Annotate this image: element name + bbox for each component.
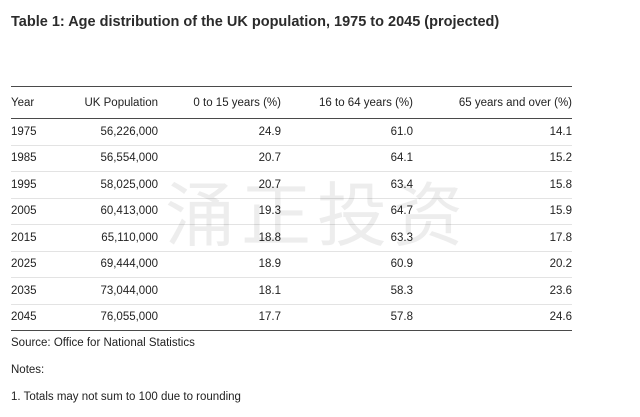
cell-65-plus: 17.8 <box>413 224 572 252</box>
cell-16-64: 61.0 <box>281 118 413 146</box>
cell-16-64: 63.3 <box>281 224 413 252</box>
table-row: 2005 60,413,000 19.3 64.7 15.9 <box>11 198 572 225</box>
cell-16-64: 57.8 <box>281 304 413 331</box>
cell-uk-population: 56,554,000 <box>61 145 158 172</box>
cell-uk-population: 69,444,000 <box>61 251 158 278</box>
population-table: Year UK Population 0 to 15 years (%) 16 … <box>11 86 572 331</box>
cell-16-64: 60.9 <box>281 251 413 278</box>
cell-65-plus: 24.6 <box>413 304 572 331</box>
cell-year: 1995 <box>11 171 61 199</box>
header-0-15: 0 to 15 years (%) <box>158 86 281 119</box>
cell-uk-population: 76,055,000 <box>61 304 158 331</box>
table-row: 1995 58,025,000 20.7 63.4 15.8 <box>11 171 572 199</box>
cell-65-plus: 20.2 <box>413 251 572 278</box>
cell-65-plus: 15.9 <box>413 198 572 225</box>
cell-65-plus: 23.6 <box>413 277 572 305</box>
cell-65-plus: 15.8 <box>413 171 572 199</box>
cell-year: 2015 <box>11 224 61 252</box>
header-uk-population: UK Population <box>61 86 158 119</box>
notes-label: Notes: <box>11 364 45 376</box>
table-row: 2035 73,044,000 18.1 58.3 23.6 <box>11 277 572 305</box>
table-row: 2025 69,444,000 18.9 60.9 20.2 <box>11 251 572 278</box>
cell-0-15: 20.7 <box>158 171 281 199</box>
header-year: Year <box>11 86 61 119</box>
cell-year: 2035 <box>11 277 61 305</box>
cell-0-15: 24.9 <box>158 118 281 146</box>
header-65-plus: 65 years and over (%) <box>413 86 572 119</box>
cell-year: 2025 <box>11 251 61 278</box>
table-row: 2015 65,110,000 18.8 63.3 17.8 <box>11 224 572 252</box>
header-16-64: 16 to 64 years (%) <box>281 86 413 119</box>
cell-year: 1975 <box>11 118 61 146</box>
cell-uk-population: 56,226,000 <box>61 118 158 146</box>
table-body: 1975 56,226,000 24.9 61.0 14.1 1985 56,554,000… <box>11 118 572 331</box>
cell-year: 1985 <box>11 145 61 172</box>
source-note: Source: Office for National Statistics <box>11 337 195 349</box>
table-row: 2045 76,055,000 17.7 57.8 24.6 <box>11 304 572 331</box>
cell-uk-population: 65,110,000 <box>61 224 158 252</box>
cell-65-plus: 15.2 <box>413 145 572 172</box>
cell-0-15: 19.3 <box>158 198 281 225</box>
cell-16-64: 64.1 <box>281 145 413 172</box>
cell-16-64: 58.3 <box>281 277 413 305</box>
cell-0-15: 17.7 <box>158 304 281 331</box>
note-item: 1. Totals may not sum to 100 due to roun… <box>11 391 241 403</box>
cell-16-64: 63.4 <box>281 171 413 199</box>
table-row: 1985 56,554,000 20.7 64.1 15.2 <box>11 145 572 172</box>
cell-0-15: 18.8 <box>158 224 281 252</box>
cell-uk-population: 73,044,000 <box>61 277 158 305</box>
table-header-row: Year UK Population 0 to 15 years (%) 16 … <box>11 86 572 119</box>
cell-uk-population: 60,413,000 <box>61 198 158 225</box>
table-title: Table 1: Age distribution of the UK popu… <box>11 14 500 30</box>
cell-65-plus: 14.1 <box>413 118 572 146</box>
cell-uk-population: 58,025,000 <box>61 171 158 199</box>
cell-year: 2045 <box>11 304 61 331</box>
cell-0-15: 20.7 <box>158 145 281 172</box>
table-row: 1975 56,226,000 24.9 61.0 14.1 <box>11 118 572 146</box>
cell-0-15: 18.1 <box>158 277 281 305</box>
cell-year: 2005 <box>11 198 61 225</box>
cell-0-15: 18.9 <box>158 251 281 278</box>
cell-16-64: 64.7 <box>281 198 413 225</box>
